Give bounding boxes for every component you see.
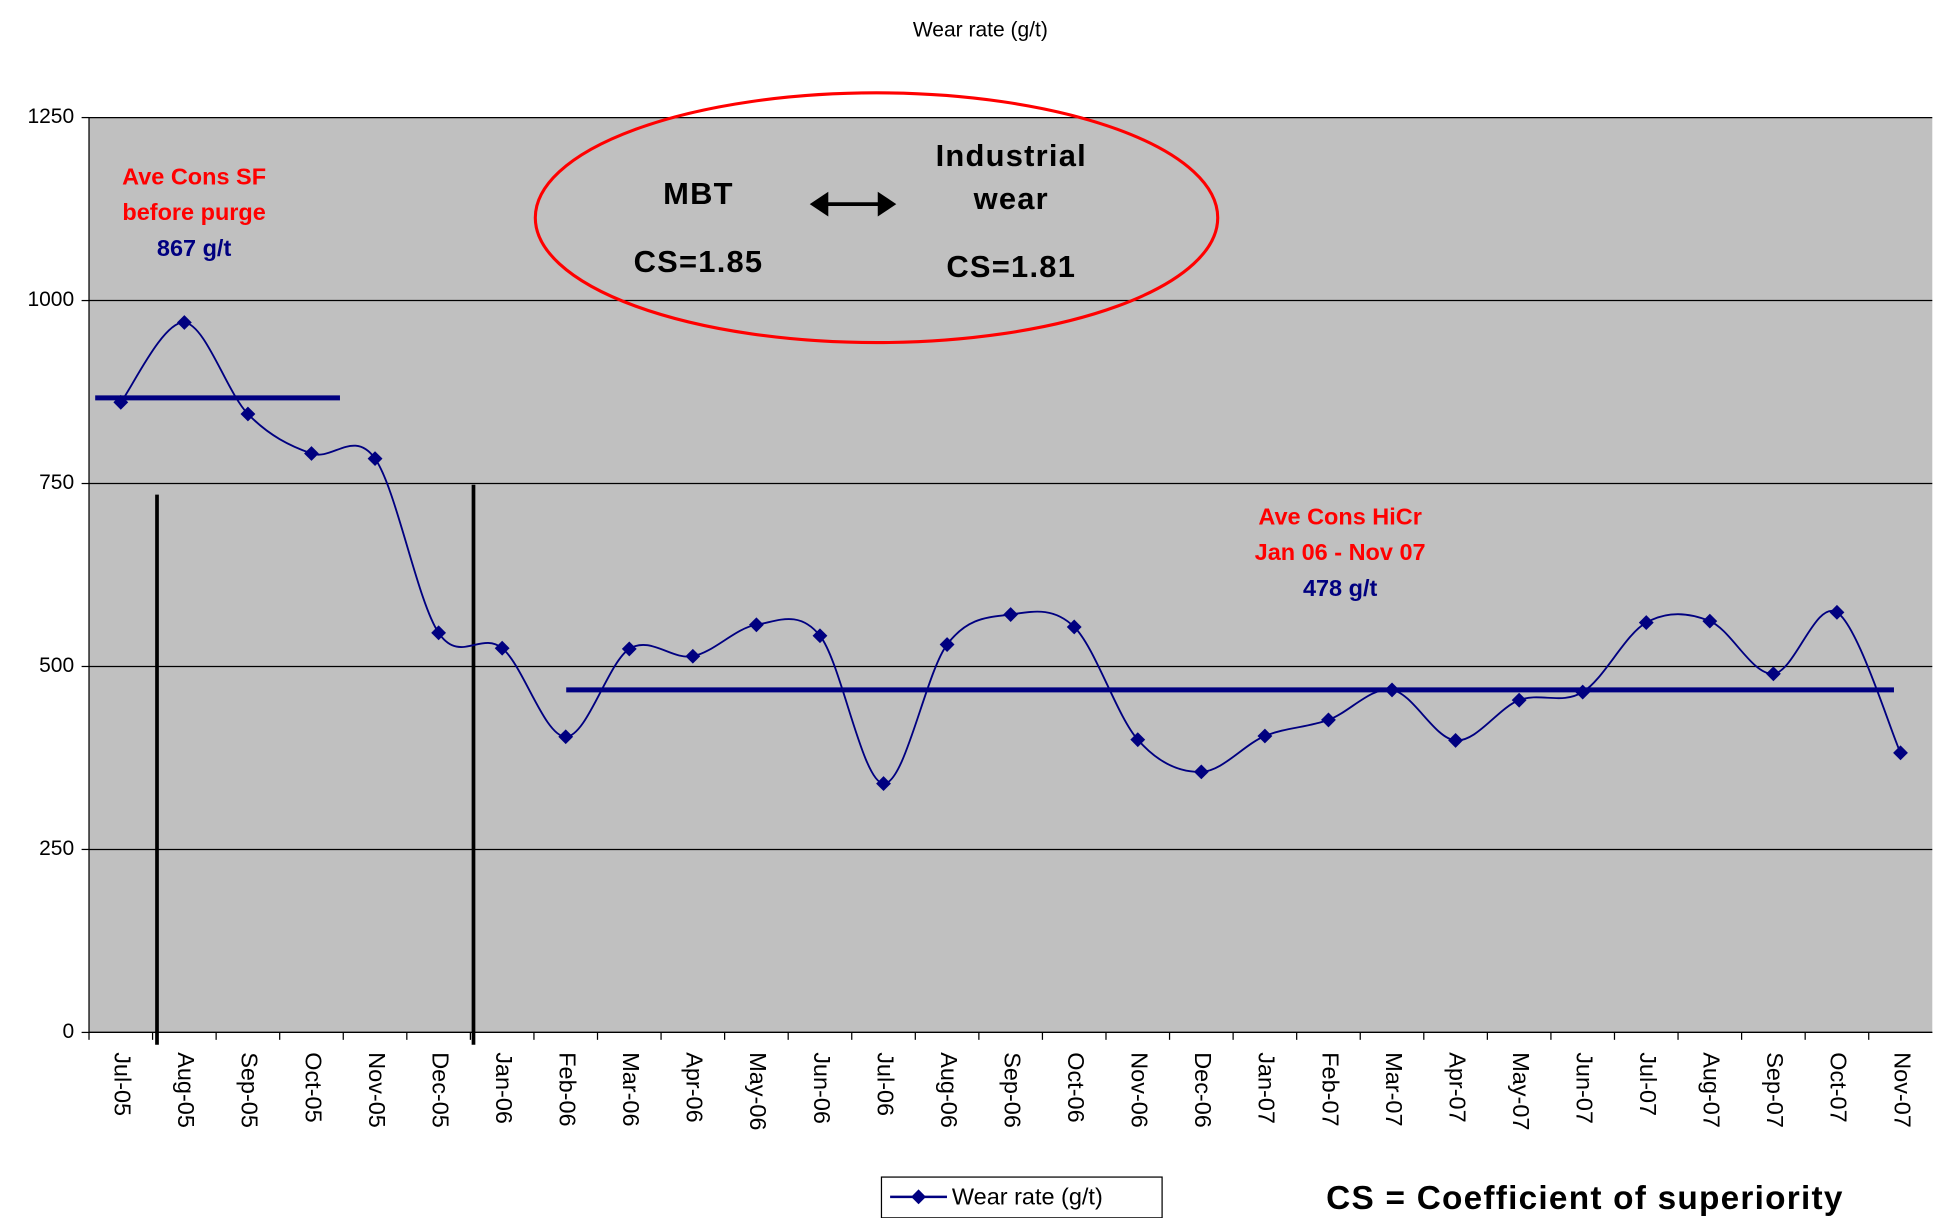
y-tick-label: 0 [62,1020,74,1043]
plot-area [89,117,1933,1033]
x-tick-label: Apr-07 [1444,1052,1470,1122]
x-tick-label: May-07 [1508,1052,1534,1130]
x-tick-label: Apr-06 [682,1052,708,1122]
annotation: Ave Cons HiCr [1258,503,1421,529]
footer-note: CS = Coefficient of superiority [1326,1180,1843,1217]
x-tick-label: Aug-07 [1699,1052,1725,1128]
annotation: 478 g/t [1303,575,1378,601]
x-tick-label: Aug-06 [936,1052,962,1128]
y-tick-label: 250 [39,837,74,860]
annotation: CS=1.85 [634,244,764,279]
x-tick-label: Jan-06 [491,1052,517,1124]
legend-marker [911,1189,926,1205]
x-tick-label: Jul-06 [872,1052,898,1116]
annotation: 867 g/t [157,235,232,261]
highlight-ellipse [533,91,1220,345]
annotation: Jan 06 - Nov 07 [1255,539,1426,565]
point-marker [812,628,828,644]
x-tick-label: Jan-07 [1254,1052,1280,1124]
point-marker [1321,712,1336,728]
x-tick-label: Jun-06 [809,1052,835,1124]
x-tick-label: Sep-05 [237,1052,263,1128]
point-marker [748,617,764,633]
x-tick-label: Jun-07 [1572,1052,1598,1124]
annotation: MBT [663,176,734,211]
point-marker [1638,615,1654,630]
x-tick-label: Dec-05 [427,1052,453,1128]
annotation: CS=1.81 [946,249,1076,284]
point-marker [1765,666,1781,682]
x-tick-label: Oct-06 [1063,1052,1089,1122]
x-tick-label: Aug-05 [173,1052,199,1128]
point-marker [240,406,256,422]
legend-label: Wear rate (g/t) [952,1183,1103,1209]
point-marker [367,451,383,467]
annotation: Industrial [936,138,1087,173]
point-marker [1257,728,1273,744]
double-arrow [809,191,897,217]
legend: Wear rate (g/t) [880,1176,1163,1218]
point-marker [1193,764,1209,780]
x-tick-label: Sep-07 [1762,1052,1788,1128]
point-marker [1448,732,1463,748]
annotation: Ave Cons SF [122,163,266,189]
x-tick-label: Feb-07 [1317,1052,1343,1126]
x-tick-label: May-06 [745,1052,771,1130]
x-tick-label: Mar-07 [1381,1052,1407,1126]
x-tick-label: Nov-07 [1889,1052,1915,1128]
y-tick-label: 500 [39,654,74,677]
x-tick-label: Jul-05 [110,1052,136,1116]
point-marker [494,640,510,656]
point-marker [939,637,955,652]
y-tick-label: 1250 [27,105,74,128]
annotation: before purge [122,199,265,225]
x-tick-label: Nov-05 [364,1052,390,1128]
x-tick-label: Sep-06 [999,1052,1025,1128]
x-tick-label: Dec-06 [1190,1052,1216,1128]
x-tick-label: Oct-05 [300,1052,326,1122]
y-tick-label: 1000 [27,288,74,311]
x-tick-label: Jul-07 [1635,1052,1661,1116]
x-tick-label: Nov-06 [1127,1052,1153,1128]
point-marker [113,394,129,410]
x-tick-label: Oct-07 [1826,1052,1852,1122]
point-marker [1384,682,1400,698]
point-marker [1575,684,1591,700]
chart-title: Wear rate (g/t) [913,19,1048,42]
y-tick-label: 750 [39,471,74,494]
x-tick-label: Feb-06 [555,1052,581,1126]
series-line [120,321,1902,785]
annotation: wear [973,181,1049,216]
x-tick-label: Mar-06 [618,1052,644,1126]
point-marker [1893,745,1908,761]
